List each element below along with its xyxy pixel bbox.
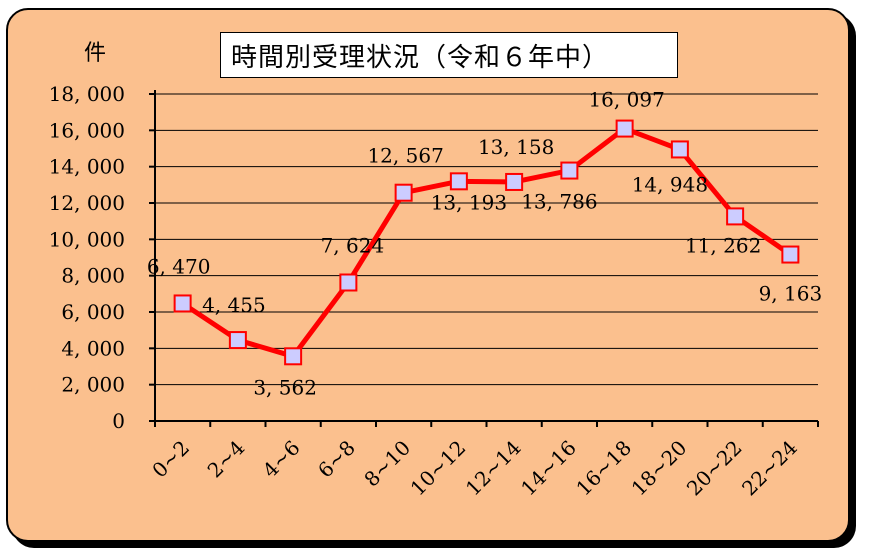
x-tick-label: 12~14: [461, 436, 526, 501]
data-point: [394, 183, 413, 202]
y-tick-label: 8, 000: [61, 264, 125, 288]
data-label: 4, 455: [202, 293, 266, 317]
data-label: 14, 948: [632, 172, 708, 196]
data-label: 7, 624: [321, 233, 385, 257]
y-tick-label: 12, 000: [49, 191, 125, 215]
y-tick-label: 2, 000: [61, 373, 125, 397]
x-tick-label: 22~24: [737, 436, 802, 501]
y-tick-label: 6, 000: [61, 300, 125, 324]
data-label: 9, 163: [759, 282, 823, 306]
data-label: 3, 562: [253, 375, 317, 399]
chart-title: 時間別受理状況（令和６年中）: [220, 32, 678, 78]
x-tick-label: 18~20: [627, 436, 692, 501]
y-tick-label: 4, 000: [61, 336, 125, 360]
data-label: 6, 470: [147, 254, 211, 278]
data-point: [726, 207, 745, 226]
y-tick-label: 10, 000: [49, 227, 125, 251]
y-tick-label: 16, 000: [49, 118, 125, 142]
x-tick-label: 4~6: [258, 436, 305, 483]
y-tick-label: 0: [112, 409, 125, 433]
x-tick-label: 0~2: [147, 436, 194, 483]
data-point: [505, 172, 524, 191]
x-tick-label: 2~4: [203, 436, 250, 483]
data-point: [284, 347, 303, 366]
data-point: [670, 140, 689, 159]
data-label: 13, 158: [478, 135, 554, 159]
y-tick-label: 14, 000: [49, 155, 125, 179]
data-point: [173, 294, 192, 313]
data-point: [339, 273, 358, 292]
data-point: [449, 172, 468, 191]
series-line: [181, 126, 792, 359]
x-tick-label: 20~22: [682, 436, 747, 501]
x-tick-label: 14~16: [516, 436, 581, 501]
data-point: [615, 119, 634, 138]
data-label: 16, 097: [588, 88, 664, 112]
data-point: [560, 161, 579, 180]
data-point: [781, 245, 800, 264]
x-tick-label: 16~18: [571, 436, 636, 501]
x-tick-label: 6~8: [313, 436, 360, 483]
data-label: 12, 567: [367, 144, 443, 168]
data-label: 11, 262: [685, 233, 761, 257]
data-point: [228, 331, 247, 350]
y-unit-label: 件: [84, 41, 107, 66]
y-tick-label: 18, 000: [49, 82, 125, 106]
chart-card: [6, 8, 850, 542]
data-label: 13, 786: [521, 190, 597, 214]
x-tick-label: 10~12: [406, 436, 471, 501]
data-label: 13, 193: [431, 190, 507, 214]
